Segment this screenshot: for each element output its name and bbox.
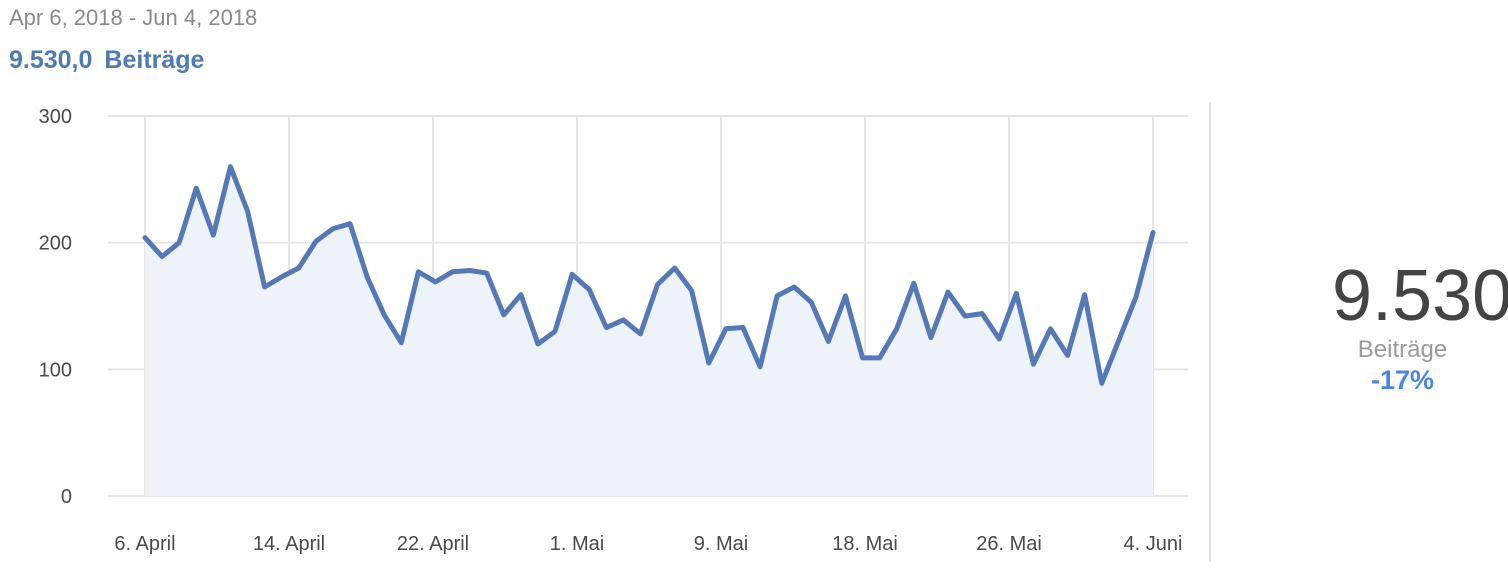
axis-labels: 0 100 200 300 6. April 14. April 22. April 1. M… <box>39 106 1183 555</box>
data-point <box>1099 381 1104 386</box>
x-tick-label: 26. Mai <box>976 533 1042 555</box>
line-chart: 0 100 200 300 6. April 14. April 22. April 1. M… <box>39 106 1188 555</box>
data-point <box>330 226 335 231</box>
x-tick-label: 22. April <box>397 533 469 555</box>
data-point <box>945 290 950 295</box>
x-tick-label: 6. April <box>114 533 175 555</box>
data-point <box>365 274 370 279</box>
data-point <box>1031 362 1036 367</box>
data-point <box>638 331 643 336</box>
data-point <box>963 314 968 319</box>
data-point <box>980 311 985 316</box>
y-tick-label: 300 <box>39 106 72 128</box>
data-point <box>313 239 318 244</box>
data-point <box>296 266 301 271</box>
data-point <box>160 254 165 259</box>
x-tick-label: 9. Mai <box>694 533 748 555</box>
x-tick-label: 4. Juni <box>1124 533 1183 555</box>
data-point <box>467 268 472 273</box>
data-point <box>877 355 882 360</box>
total-unit: Beiträge <box>104 46 205 74</box>
data-point <box>1133 295 1138 300</box>
data-point <box>826 339 831 344</box>
data-point <box>672 266 677 271</box>
data-point <box>775 293 780 298</box>
x-tick-label: 14. April <box>253 533 325 555</box>
y-tick-label: 0 <box>61 486 72 508</box>
summary-value: 9.530 <box>1332 256 1508 336</box>
data-point <box>570 272 575 277</box>
total-summary: 9.530,0 Beiträge <box>9 46 204 75</box>
data-point <box>621 317 626 322</box>
y-tick-label: 200 <box>39 233 72 255</box>
data-point <box>382 312 387 317</box>
y-tick-label: 100 <box>39 359 72 381</box>
data-point <box>723 326 728 331</box>
x-tick-label: 18. Mai <box>832 533 898 555</box>
data-point <box>1048 326 1053 331</box>
data-point <box>809 300 814 305</box>
data-point <box>843 293 848 298</box>
data-point <box>911 281 916 286</box>
data-point <box>194 186 199 191</box>
data-point <box>245 209 250 214</box>
data-point <box>228 164 233 169</box>
data-point <box>997 336 1002 341</box>
data-point <box>279 274 284 279</box>
data-point <box>1065 353 1070 358</box>
data-point <box>689 288 694 293</box>
data-point <box>792 285 797 290</box>
total-value: 9.530,0 <box>9 46 93 74</box>
data-point <box>553 329 558 334</box>
data-point <box>740 325 745 330</box>
data-point <box>399 340 404 345</box>
data-point <box>348 221 353 226</box>
data-point <box>450 269 455 274</box>
data-point <box>860 355 865 360</box>
data-point <box>1014 291 1019 296</box>
x-tick-label: 1. Mai <box>550 533 604 555</box>
series-area <box>145 166 1153 497</box>
date-range: Apr 6, 2018 - Jun 4, 2018 <box>9 5 258 30</box>
summary-unit: Beiträge <box>1357 336 1448 363</box>
data-point <box>143 235 148 240</box>
data-point <box>262 285 267 290</box>
data-point <box>1151 230 1156 235</box>
summary-change: -17% <box>1370 365 1435 395</box>
data-point <box>535 342 540 347</box>
data-point <box>501 312 506 317</box>
data-point <box>433 279 438 284</box>
data-point <box>416 269 421 274</box>
data-point <box>177 240 182 245</box>
summary-panel: 9.530 Beiträge -17% <box>1300 256 1508 396</box>
data-point <box>518 292 523 297</box>
series-line <box>142 164 1156 386</box>
data-point <box>894 326 899 331</box>
data-point <box>484 271 489 276</box>
data-point <box>706 361 711 366</box>
data-point <box>587 287 592 292</box>
data-point <box>655 282 660 287</box>
divider <box>1209 102 1211 562</box>
data-point <box>1116 338 1121 343</box>
data-point <box>211 233 216 238</box>
data-point <box>604 325 609 330</box>
data-point <box>758 364 763 369</box>
data-point <box>1082 292 1087 297</box>
data-point <box>928 335 933 340</box>
